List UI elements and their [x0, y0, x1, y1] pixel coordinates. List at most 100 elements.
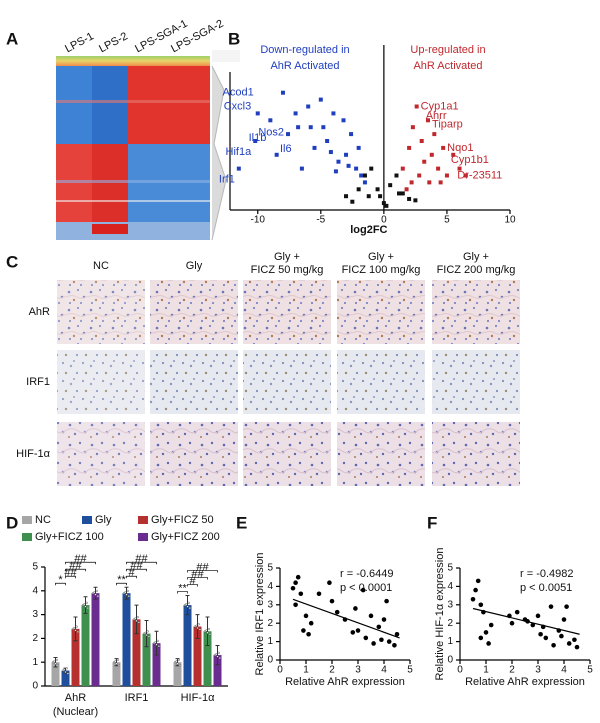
data-point: [379, 637, 384, 643]
x-tick-label: -5: [316, 215, 325, 226]
data-point: [378, 194, 383, 199]
micrograph: [150, 422, 238, 486]
data-point: [360, 587, 366, 593]
column-header: FICZ 50 mg/kg: [251, 264, 324, 276]
column-header: Gly: [186, 260, 203, 272]
data-point: [293, 602, 298, 608]
data-point: [368, 613, 374, 619]
data-point: [366, 194, 371, 199]
replicate-dot: [114, 660, 117, 663]
data-point: [253, 139, 258, 143]
error-bar: [215, 645, 220, 666]
replicate-dot: [156, 639, 159, 643]
p-value: p < 0.0001: [340, 582, 392, 594]
micrograph: [243, 422, 331, 486]
bar: [122, 593, 131, 686]
y-axis-label: Relative IRF1 expression: [254, 553, 266, 676]
data-point: [306, 104, 311, 109]
significance-label: ##: [74, 553, 87, 565]
x-tick-label: 0: [457, 665, 463, 676]
y-tick-label: 0: [267, 655, 273, 666]
replicate-dot: [116, 658, 119, 662]
bar: [142, 633, 151, 686]
error-bar: [83, 596, 88, 614]
data-point: [543, 635, 549, 641]
data-point: [572, 637, 577, 643]
gene-label: Cyp1b1: [451, 154, 489, 166]
panel-label: C: [6, 252, 18, 271]
replicate-dot: [154, 641, 157, 644]
replicate-dot: [136, 616, 139, 619]
data-point: [371, 641, 376, 646]
replicate-dot: [76, 630, 79, 633]
column-header: FICZ 100 mg/kg: [342, 264, 421, 276]
replicate-dot: [196, 626, 199, 630]
data-point: [298, 591, 304, 597]
replicate-dot: [144, 631, 147, 634]
replicate-dot: [198, 628, 201, 631]
replicate-dot: [84, 605, 87, 608]
heatmap: [56, 50, 240, 241]
data-point: [409, 180, 414, 185]
error-bar: [185, 595, 190, 616]
data-point: [308, 125, 313, 130]
row-label: IRF1: [26, 376, 50, 388]
y-tick-label: 5: [447, 563, 453, 574]
data-point: [346, 163, 351, 168]
data-point: [375, 187, 380, 192]
data-point: [457, 166, 462, 171]
data-point: [538, 631, 543, 637]
data-point: [268, 118, 273, 123]
data-point: [394, 631, 400, 637]
data-point: [359, 173, 364, 178]
significance-label: #: [128, 567, 135, 579]
bar: [61, 670, 70, 686]
data-point: [488, 622, 494, 628]
y-tick-label: 4: [267, 581, 273, 592]
gene-label: Cyp1a1: [421, 100, 459, 112]
replicate-dot: [126, 589, 129, 593]
significance-bracket: [177, 591, 188, 594]
data-point: [535, 613, 541, 619]
x-tick-label: (Nuclear): [53, 706, 98, 718]
data-point: [306, 631, 311, 637]
data-point: [363, 635, 369, 641]
data-point: [478, 602, 484, 608]
legend-swatch: [22, 533, 32, 541]
x-axis-label: Relative AhR expression: [465, 676, 585, 688]
bar: [51, 662, 60, 686]
y-tick-label: 0: [447, 655, 453, 666]
title-down: AhR Activated: [270, 60, 339, 72]
y-tick-label: 3: [32, 609, 38, 620]
replicate-dot: [145, 634, 148, 637]
replicate-dot: [124, 591, 127, 594]
micrograph: [337, 350, 425, 414]
data-point: [432, 132, 437, 137]
data-point: [350, 199, 355, 204]
replicate-dot: [127, 595, 130, 598]
panel-label: A: [6, 29, 18, 48]
micrograph: [150, 280, 238, 344]
data-point: [336, 159, 341, 164]
regression-line: [292, 598, 400, 639]
data-point: [353, 606, 358, 611]
legend-swatch: [82, 516, 92, 524]
replicate-dot: [185, 603, 188, 606]
data-point: [286, 132, 291, 137]
bar: [183, 605, 192, 686]
micrograph: [432, 280, 520, 344]
title-up: AhR Activated: [413, 60, 482, 72]
data-point: [329, 598, 335, 604]
significance-label: ##: [130, 560, 143, 572]
significance-label: *: [58, 574, 63, 586]
significance-label: ##: [196, 561, 209, 573]
data-point: [548, 604, 554, 609]
data-point: [327, 580, 332, 586]
significance-bracket: [187, 570, 218, 573]
replicate-dot: [95, 589, 98, 593]
replicate-dot: [94, 593, 97, 596]
replicate-dot: [137, 621, 140, 624]
data-point: [394, 173, 399, 178]
bar: [152, 643, 161, 686]
